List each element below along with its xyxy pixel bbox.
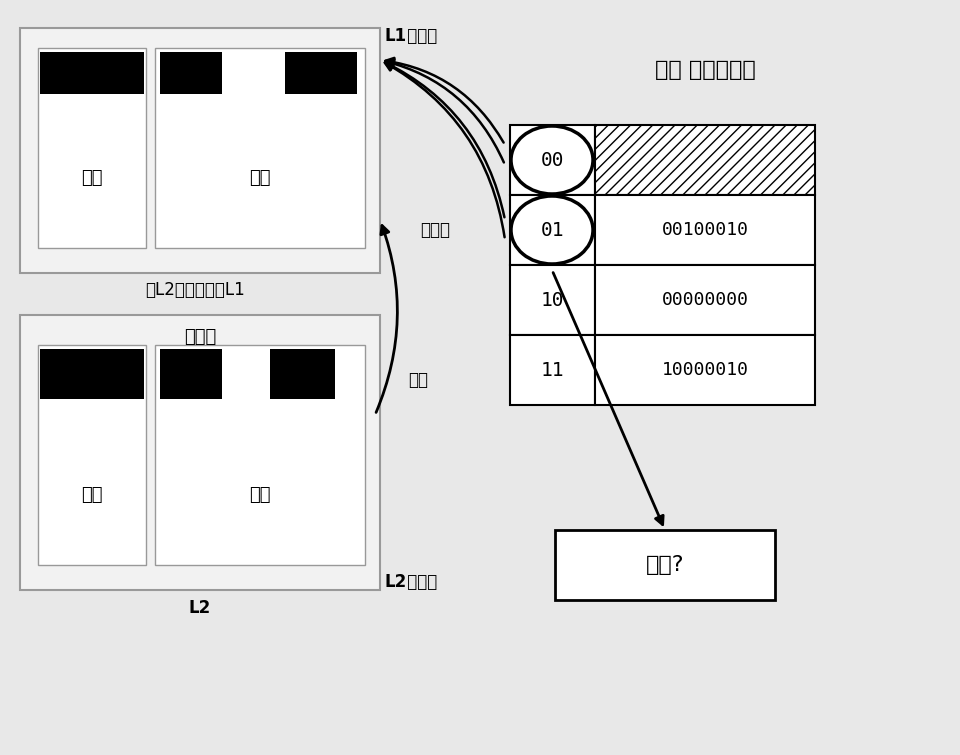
Bar: [38, 48, 146, 248]
Text: 00100010: 00100010: [661, 221, 749, 239]
Bar: [555, 530, 775, 600]
Text: 命中: 命中: [408, 371, 428, 389]
Text: 索引 数据模式码: 索引 数据模式码: [655, 60, 756, 80]
Text: 数据: 数据: [250, 486, 271, 504]
Bar: [40, 52, 144, 94]
Bar: [38, 345, 146, 565]
Bar: [595, 125, 815, 195]
Text: 10000010: 10000010: [661, 361, 749, 379]
Bar: [510, 195, 595, 265]
Bar: [155, 345, 365, 565]
Bar: [270, 349, 335, 399]
Text: 标签: 标签: [82, 169, 103, 187]
Bar: [20, 28, 380, 273]
Bar: [510, 125, 595, 195]
Bar: [595, 265, 815, 335]
Text: 级缓存: 级缓存: [402, 27, 437, 45]
Text: 标签: 标签: [82, 486, 103, 504]
Bar: [510, 265, 595, 335]
Text: L2: L2: [385, 573, 407, 591]
Text: 比较?: 比较?: [646, 555, 684, 575]
Bar: [160, 349, 222, 399]
Bar: [20, 315, 380, 590]
Text: 00000000: 00000000: [661, 291, 749, 309]
Text: L2: L2: [189, 599, 211, 617]
Bar: [40, 349, 144, 399]
Text: 数据: 数据: [250, 169, 271, 187]
Text: 00: 00: [540, 150, 564, 170]
Ellipse shape: [511, 196, 593, 264]
Text: L1: L1: [385, 27, 407, 45]
Bar: [285, 52, 357, 94]
Text: 从L2读取数据到L1: 从L2读取数据到L1: [145, 281, 245, 299]
Text: 01: 01: [540, 220, 564, 239]
Text: 级缓存: 级缓存: [402, 573, 437, 591]
Text: 11: 11: [540, 360, 564, 380]
Bar: [595, 195, 815, 265]
Bar: [510, 335, 595, 405]
Text: 不命中: 不命中: [420, 221, 450, 239]
Text: 10: 10: [540, 291, 564, 310]
Bar: [160, 52, 222, 94]
Bar: [595, 335, 815, 405]
Text: 01: 01: [540, 220, 564, 239]
Bar: [155, 48, 365, 248]
Text: 缓存线: 缓存线: [184, 328, 216, 346]
